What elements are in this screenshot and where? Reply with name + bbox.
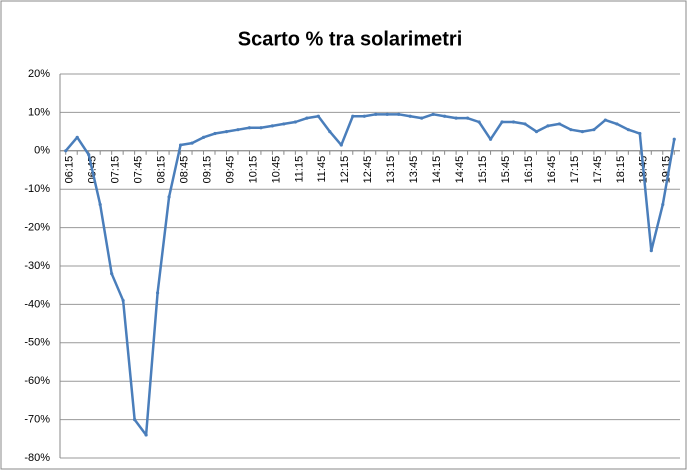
data-point	[569, 128, 573, 132]
data-point	[454, 116, 458, 120]
data-point	[155, 291, 160, 295]
data-point	[121, 298, 125, 303]
y-tick-label: 20%	[28, 68, 50, 80]
data-point	[626, 128, 630, 132]
x-tick-label: 13:15	[385, 156, 397, 184]
data-point	[328, 130, 332, 134]
x-tick-label: 18:15	[615, 156, 627, 184]
data-point	[98, 202, 102, 207]
data-point	[213, 131, 217, 136]
data-point	[64, 149, 68, 153]
data-point	[603, 118, 607, 122]
data-point	[133, 418, 137, 422]
y-tick-label: 10%	[28, 106, 50, 118]
chart-title: Scarto % tra solarimetri	[238, 28, 463, 50]
data-point	[339, 143, 343, 147]
data-point	[167, 195, 171, 199]
y-tick-label: -50%	[24, 337, 50, 349]
x-tick-label: 14:45	[454, 156, 466, 184]
data-point	[259, 126, 263, 130]
data-point	[190, 141, 194, 145]
x-tick-label: 17:15	[569, 156, 581, 184]
x-tick-label: 09:45	[224, 156, 236, 184]
x-tick-label: 11:45	[316, 156, 328, 183]
data-point	[178, 143, 183, 147]
data-point	[615, 122, 619, 126]
data-point	[557, 122, 562, 126]
x-tick-label: 07:45	[133, 156, 145, 184]
data-point	[201, 135, 206, 139]
x-tick-label: 08:15	[155, 156, 167, 184]
data-point	[443, 114, 447, 118]
data-point	[500, 120, 504, 124]
y-tick-label: 0%	[34, 145, 50, 157]
y-tick-label: -20%	[24, 222, 50, 234]
x-tick-label: 09:15	[201, 156, 213, 184]
y-tick-label: -10%	[24, 183, 50, 195]
x-tick-label: 16:45	[546, 156, 558, 184]
data-point	[316, 114, 320, 118]
data-point	[534, 130, 539, 134]
y-tick-label: -80%	[24, 452, 50, 464]
x-tick-label: 10:45	[270, 156, 282, 184]
data-point	[282, 122, 286, 126]
data-point	[397, 112, 401, 116]
data-point	[511, 120, 516, 124]
data-point	[87, 153, 91, 157]
data-point	[75, 135, 79, 139]
x-tick-label: 14:15	[431, 156, 443, 184]
data-point	[374, 112, 378, 116]
x-tick-label: 16:15	[523, 156, 535, 184]
y-tick-label: -70%	[24, 414, 50, 426]
data-line	[64, 113, 676, 437]
data-point	[385, 112, 389, 116]
data-point	[523, 122, 527, 126]
x-tick-label: 10:15	[247, 156, 259, 184]
data-point	[592, 128, 596, 132]
x-tick-label: 15:15	[477, 156, 489, 184]
data-point	[465, 116, 470, 120]
x-tick-label: 13:45	[408, 156, 420, 184]
x-tick-label: 12:45	[362, 156, 374, 184]
y-tick-label: -30%	[24, 260, 50, 272]
y-tick-label: -60%	[24, 375, 50, 387]
x-tick-label: 07:15	[110, 156, 122, 184]
data-point	[144, 433, 148, 437]
data-point	[488, 137, 493, 141]
data-point	[420, 116, 424, 120]
data-point	[305, 116, 309, 120]
data-point	[236, 128, 240, 132]
data-point	[351, 114, 355, 118]
data-point	[362, 114, 366, 118]
data-point	[477, 120, 481, 124]
data-point	[408, 114, 412, 118]
x-tick-label: 17:45	[592, 156, 604, 184]
data-point	[110, 272, 114, 276]
data-point	[293, 120, 297, 124]
x-tick-label: 12:15	[339, 156, 351, 184]
data-point	[546, 124, 550, 128]
data-point	[270, 124, 275, 128]
data-point	[431, 112, 435, 116]
x-tick-label: 11:15	[293, 156, 305, 183]
x-tick-label: 06:15	[64, 156, 76, 184]
data-point	[224, 130, 229, 134]
y-tick-label: -40%	[24, 298, 50, 310]
data-point	[580, 130, 585, 134]
data-point	[672, 137, 676, 141]
data-point	[661, 202, 665, 207]
data-point	[649, 249, 653, 253]
x-tick-label: 15:45	[500, 156, 512, 184]
data-point	[638, 131, 642, 136]
x-tick-label: 08:45	[178, 156, 190, 184]
data-point	[247, 126, 252, 130]
